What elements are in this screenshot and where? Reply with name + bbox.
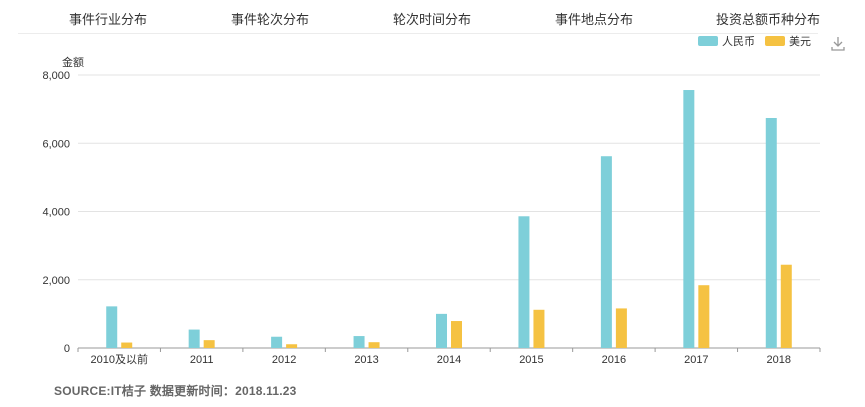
- x-tick-label: 2011: [190, 354, 214, 366]
- x-tick-label: 2015: [519, 354, 543, 366]
- y-tick-label: 0: [64, 343, 70, 355]
- bar-rmb-2010及以前: [106, 306, 118, 348]
- bar-rmb-2015: [518, 216, 530, 348]
- x-tick-label: 2018: [767, 354, 791, 366]
- legend-swatch-rmb: [698, 36, 718, 46]
- bar-usd-2018: [780, 264, 792, 348]
- tab-currency[interactable]: 投资总额币种分布: [716, 12, 821, 27]
- y-tick-label: 8,000: [42, 70, 70, 82]
- bar-rmb-2013: [353, 336, 365, 348]
- tab-round[interactable]: 事件轮次分布: [231, 12, 310, 27]
- bar-rmb-2016: [600, 156, 612, 348]
- legend-item-usd[interactable]: 美元: [765, 33, 811, 49]
- bar-usd-2015: [533, 309, 545, 348]
- tab-bar: 事件行业分布 事件轮次分布 轮次时间分布 事件地点分布 投资总额币种分布: [0, 0, 865, 34]
- bar-usd-2016: [615, 308, 627, 348]
- legend-label-rmb: 人民币: [722, 36, 755, 48]
- bar-usd-2012: [286, 344, 298, 348]
- bar-usd-2013: [368, 342, 380, 348]
- bar-usd-2010及以前: [121, 342, 133, 348]
- x-tick-label: 2010及以前: [90, 352, 147, 366]
- x-tick-label: 2014: [437, 354, 461, 366]
- y-tick-label: 6,000: [42, 138, 70, 150]
- legend-item-rmb[interactable]: 人民币: [698, 33, 755, 49]
- tab-divider: [18, 33, 818, 34]
- x-tick-label: 2013: [354, 354, 378, 366]
- bar-rmb-2017: [683, 90, 695, 348]
- y-tick-label: 4,000: [42, 207, 70, 219]
- tab-location[interactable]: 事件地点分布: [555, 12, 634, 27]
- bar-usd-2014: [451, 321, 462, 348]
- legend-swatch-usd: [765, 36, 785, 46]
- bar-rmb-2012: [271, 336, 283, 348]
- source-note: SOURCE:IT桔子 数据更新时间：2018.11.23: [54, 384, 297, 398]
- bar-rmb-2018: [765, 117, 777, 348]
- chart-legend: 人民币 美元: [688, 33, 811, 49]
- x-tick-label: 2016: [602, 354, 626, 366]
- download-icon[interactable]: [831, 36, 845, 52]
- bar-rmb-2014: [436, 313, 447, 348]
- x-tick-label: 2017: [684, 354, 708, 366]
- bar-rmb-2011: [188, 329, 200, 348]
- tab-industry[interactable]: 事件行业分布: [69, 12, 148, 27]
- bar-usd-2017: [698, 285, 710, 348]
- x-tick-label: 2012: [272, 354, 296, 366]
- bar-usd-2011: [203, 340, 215, 348]
- legend-label-usd: 美元: [789, 36, 811, 48]
- tab-round-time[interactable]: 轮次时间分布: [393, 12, 472, 27]
- y-axis-title: 金额: [62, 57, 84, 69]
- y-tick-label: 2,000: [42, 275, 70, 287]
